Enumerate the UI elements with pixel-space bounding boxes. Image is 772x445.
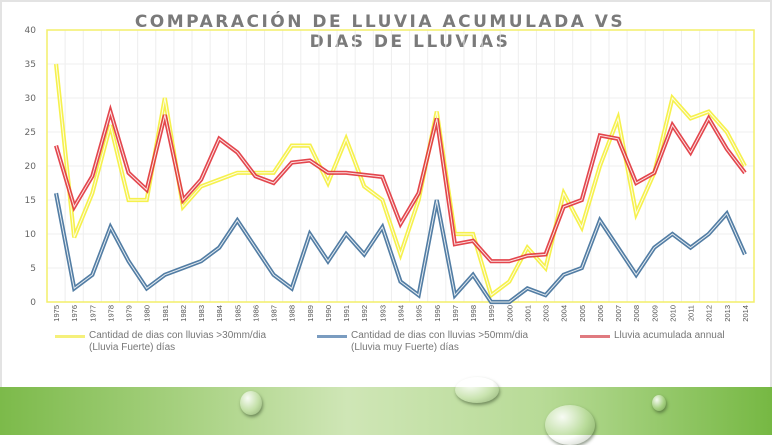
legend-item-annual-rain: Lluvia acumulada annual [580,330,725,342]
x-tick-label: 1991 [342,305,351,322]
y-tick-label: 0 [30,298,36,308]
y-tick-label: 35 [25,60,36,70]
x-tick-label: 1984 [215,305,224,322]
legend-item-very-heavy-rain: Cantidad de dias con lluvias >50mm/dia (… [317,330,528,354]
x-tick-label: 1980 [143,305,152,322]
y-tick-label: 10 [25,230,37,240]
legend-item-heavy-rain: Cantidad de dias con lluvias >30mm/dia (… [55,330,266,354]
series-line-very-heavy-rain-days [56,193,745,302]
legend-swatch [55,335,85,338]
x-tick-label: 1992 [360,305,369,322]
x-tick-label: 2004 [560,305,569,322]
slide: COMPARACIÓN DE LLUVIA ACUMULADA VS DIAS … [0,0,772,435]
x-tick-label: 1993 [378,305,387,322]
legend-swatch [317,335,347,338]
x-tick-label: 2005 [578,305,587,322]
x-tick-label: 1994 [397,305,406,322]
x-tick-label: 2011 [687,305,696,321]
legend-label: Lluvia acumulada annual [614,330,725,342]
y-tick-label: 15 [25,196,36,206]
x-tick-label: 1982 [179,305,188,322]
x-tick-label: 1995 [415,305,424,322]
x-tick-label: 1998 [469,305,478,322]
x-tick-label: 1988 [288,305,297,322]
y-tick-label: 40 [25,26,37,36]
x-tick-label: 1975 [52,305,61,322]
line-chart: 0 5 10 15 20 25 30 35 40 1975 1976 1977 1978 1979 1980… [0,0,772,435]
x-tick-label: 1990 [324,305,333,322]
x-tick-label: 2008 [632,305,641,322]
y-tick-label: 20 [25,162,37,172]
legend-label: (Lluvia muy Fuerte) días [351,342,528,354]
legend-label: Cantidad de dias con lluvias >50mm/dia [351,330,528,342]
x-tick-label: 1996 [433,305,442,322]
series-line-annual-rain [56,112,745,262]
x-tick-label: 2007 [614,305,623,322]
x-tick-label: 1981 [161,305,170,322]
x-tick-label: 1977 [88,305,97,322]
x-tick-label: 1978 [106,305,115,322]
x-tick-label: 2012 [705,305,714,322]
x-tick-label: 2009 [650,305,659,322]
x-tick-label: 1999 [487,305,496,322]
y-tick-label: 30 [25,94,37,104]
x-tick-label: 2013 [723,305,732,322]
x-tick-label: 2014 [741,305,750,322]
x-tick-label: 1987 [270,305,279,322]
legend-swatch [580,335,610,338]
x-tick-label: 1986 [251,305,260,322]
y-tick-label: 25 [25,128,36,138]
legend-label: Cantidad de dias con lluvias >30mm/dia [89,330,266,342]
x-tick-label: 2006 [596,305,605,322]
x-tick-label: 1983 [197,305,206,322]
x-tick-label: 2010 [668,305,677,322]
x-tick-label: 2000 [505,305,514,322]
x-tick-label: 1985 [233,305,242,322]
x-tick-label: 1976 [70,305,79,322]
x-tick-label: 1989 [306,305,315,322]
x-tick-label: 1979 [125,305,134,322]
series-line-very-heavy-rain-days-highlight [56,193,745,302]
x-tick-label: 1997 [451,305,460,322]
legend-label: (Lluvia Fuerte) días [89,342,266,354]
x-tick-label: 2001 [523,305,532,322]
y-tick-label: 5 [30,264,36,274]
x-tick-label: 2003 [542,305,551,322]
